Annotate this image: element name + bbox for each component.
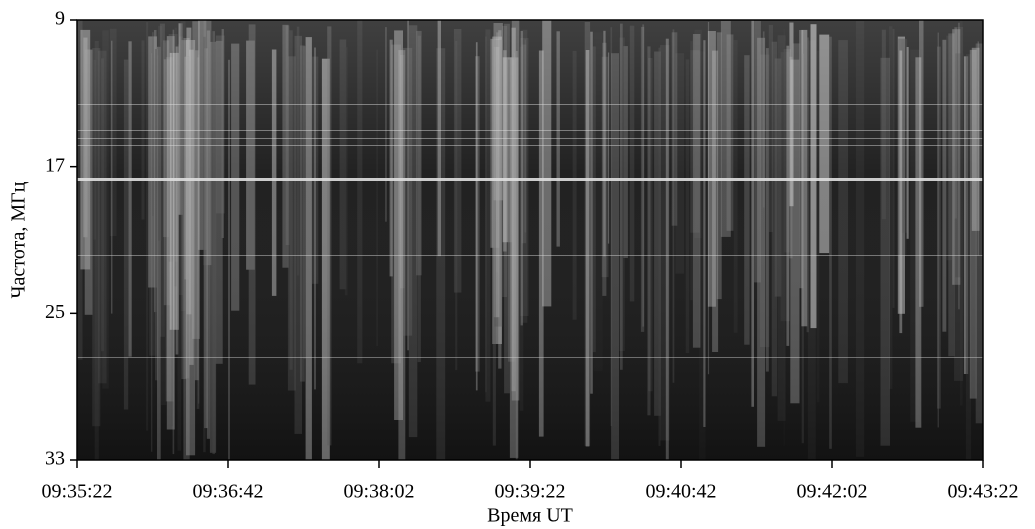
y-tick-label: 33: [45, 448, 65, 470]
spectrogram-image: [77, 20, 983, 461]
y-axis-label: Частота, МГц: [8, 181, 30, 298]
x-tick-label: 09:35:22: [41, 481, 112, 503]
x-tick-label: 09:38:02: [343, 481, 414, 503]
x-tick-label: 09:40:42: [645, 481, 716, 503]
brightness-overlay: [77, 20, 983, 460]
x-tick-label: 09:43:22: [947, 481, 1018, 503]
y-tick-label: 9: [55, 8, 65, 30]
x-axis-label: Время UT: [487, 505, 573, 527]
y-tick-label: 25: [45, 301, 65, 323]
x-tick-label: 09:36:42: [192, 481, 263, 503]
x-tick-label: 09:42:02: [796, 481, 867, 503]
x-tick-label: 09:39:22: [494, 481, 565, 503]
y-tick-label: 17: [45, 154, 65, 176]
